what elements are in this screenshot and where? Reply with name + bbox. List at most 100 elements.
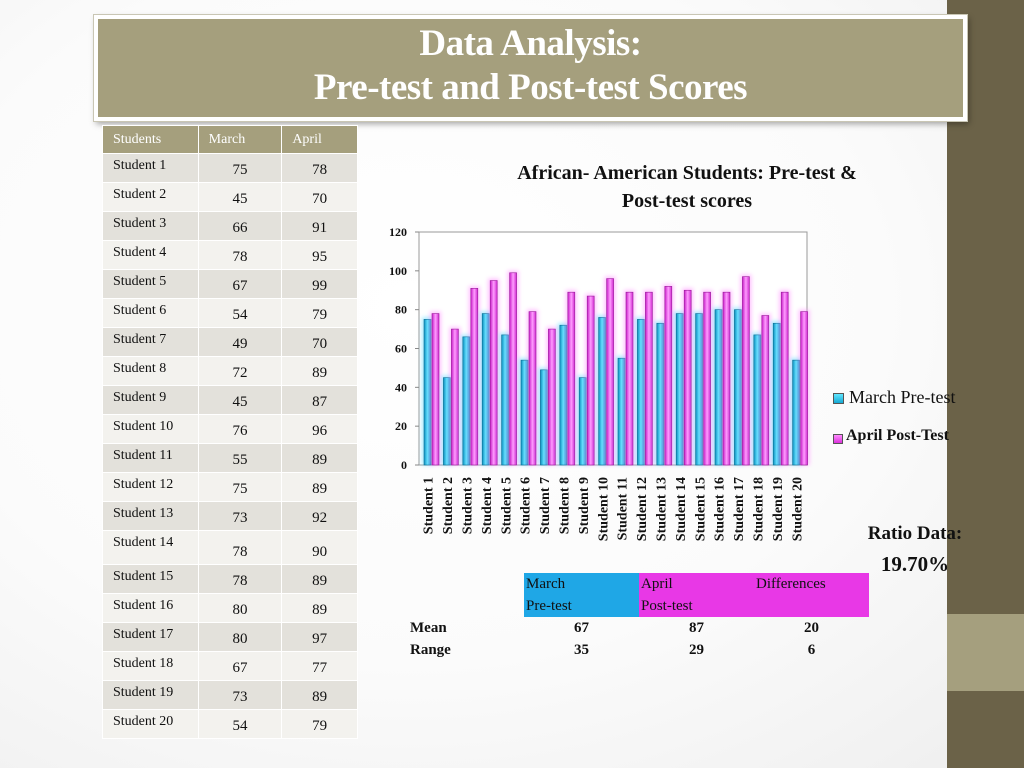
bar-april — [606, 278, 614, 466]
stats-row-range: Range 35 29 6 — [406, 639, 869, 661]
april-score-cell: 79 — [281, 298, 358, 328]
bar-april — [548, 328, 556, 466]
bar-chart: African- American Students: Pre-test & Po… — [370, 150, 940, 565]
column-header-april: April — [281, 125, 358, 154]
bar-march — [734, 309, 742, 466]
decorative-side-accent — [947, 614, 1024, 691]
student-name-cell: Student 10 — [102, 414, 199, 444]
stats-mean-march: 67 — [574, 619, 589, 636]
x-tick-label: Student 7 — [538, 477, 553, 534]
student-name-cell: Student 4 — [102, 240, 199, 270]
table-row: Student 15 78 89 — [102, 564, 358, 594]
april-score-cell: 89 — [281, 593, 358, 623]
bar-march — [695, 313, 703, 466]
x-tick-label: Student 5 — [499, 477, 514, 534]
april-score-cell: 89 — [281, 443, 358, 473]
table-row: Student 19 73 89 — [102, 680, 358, 710]
table-row: Student 7 49 70 — [102, 327, 358, 357]
bar-march — [753, 334, 762, 466]
x-tick-label: Student 1 — [422, 477, 437, 534]
bar-march — [656, 322, 665, 466]
bar-march — [443, 377, 451, 466]
april-score-cell: 78 — [281, 153, 358, 183]
stats-header-blank — [406, 573, 524, 595]
x-tick-label: Student 12 — [635, 477, 650, 541]
bar-april — [586, 295, 595, 466]
y-tick-label: 80 — [395, 303, 407, 317]
bar-march — [423, 319, 432, 466]
bar-march — [714, 309, 723, 466]
march-score-cell: 78 — [197, 564, 283, 594]
student-name-cell: Student 15 — [102, 564, 199, 594]
bar-march — [520, 359, 529, 466]
x-tick-label: Student 20 — [790, 477, 805, 541]
y-tick-label: 20 — [395, 419, 407, 433]
student-name-cell: Student 14 — [102, 530, 199, 565]
student-name-cell: Student 13 — [102, 501, 199, 531]
table-row: Student 13 73 92 — [102, 501, 358, 531]
chart-title-line: Post-test scores — [622, 190, 752, 212]
table-row: Student 20 54 79 — [102, 709, 358, 739]
bar-april — [742, 276, 750, 466]
bar-april — [683, 289, 692, 466]
april-score-cell: 89 — [281, 680, 358, 710]
student-name-cell: Student 5 — [102, 269, 199, 299]
march-score-cell: 45 — [197, 182, 283, 212]
table-row: Student 18 67 77 — [102, 651, 358, 681]
column-header-students: Students — [102, 125, 199, 154]
bar-march — [462, 336, 471, 466]
student-name-cell: Student 18 — [102, 651, 199, 681]
april-score-cell: 77 — [281, 651, 358, 681]
x-tick-label: Student 9 — [577, 477, 592, 534]
bar-april — [645, 291, 653, 466]
april-score-cell: 89 — [281, 356, 358, 386]
bar-march — [772, 322, 781, 466]
stats-range-april: 29 — [689, 641, 704, 658]
april-score-cell: 99 — [281, 269, 358, 299]
bar-april — [703, 291, 711, 466]
table-row: Student 3 66 91 — [102, 211, 358, 241]
march-score-cell: 67 — [197, 269, 283, 299]
april-score-cell: 95 — [281, 240, 358, 270]
x-tick-label: Student 3 — [461, 477, 476, 534]
bar-april — [761, 315, 770, 466]
stats-header-row-2: Pre-test Post-test — [406, 595, 869, 617]
bar-march — [501, 334, 509, 466]
april-score-cell: 89 — [281, 472, 358, 502]
march-score-cell: 78 — [197, 240, 283, 270]
slide-title-line-1: Data Analysis: — [419, 23, 642, 64]
bar-march — [675, 313, 684, 466]
ratio-data: Ratio Data: 19.70% — [845, 522, 985, 577]
x-tick-label: Student 8 — [558, 477, 573, 534]
bar-april — [509, 272, 517, 466]
table-row: Student 5 67 99 — [102, 269, 358, 299]
x-tick-label: Student 13 — [655, 477, 670, 541]
table-row: Student 14 78 90 — [102, 530, 358, 565]
student-name-cell: Student 20 — [102, 709, 199, 739]
april-score-cell: 92 — [281, 501, 358, 531]
legend-swatch-april — [833, 434, 843, 444]
stats-row-mean: Mean 67 87 20 — [406, 617, 869, 639]
table-row: Student 17 80 97 — [102, 622, 358, 652]
march-score-cell: 73 — [197, 680, 283, 710]
bar-march — [617, 357, 626, 466]
column-header-march: March — [197, 125, 283, 154]
x-tick-label: Student 19 — [771, 477, 786, 541]
stats-row-label: Mean — [410, 619, 447, 636]
bar-april — [451, 328, 459, 466]
student-name-cell: Student 2 — [102, 182, 199, 212]
april-score-cell: 97 — [281, 622, 358, 652]
april-score-cell: 96 — [281, 414, 358, 444]
x-tick-label: Student 10 — [596, 477, 611, 541]
bar-april — [800, 311, 808, 466]
legend-swatch-march — [833, 393, 844, 404]
table-row: Student 12 75 89 — [102, 472, 358, 502]
legend-label-april: April Post-Test — [846, 427, 949, 444]
y-tick-label: 60 — [395, 342, 407, 356]
student-name-cell: Student 1 — [102, 153, 199, 183]
stats-row-label: Range — [410, 641, 451, 658]
march-score-cell: 75 — [197, 153, 283, 183]
y-tick-label: 120 — [389, 225, 407, 239]
table-row: Student 9 45 87 — [102, 385, 358, 415]
table-row: Student 4 78 95 — [102, 240, 358, 270]
